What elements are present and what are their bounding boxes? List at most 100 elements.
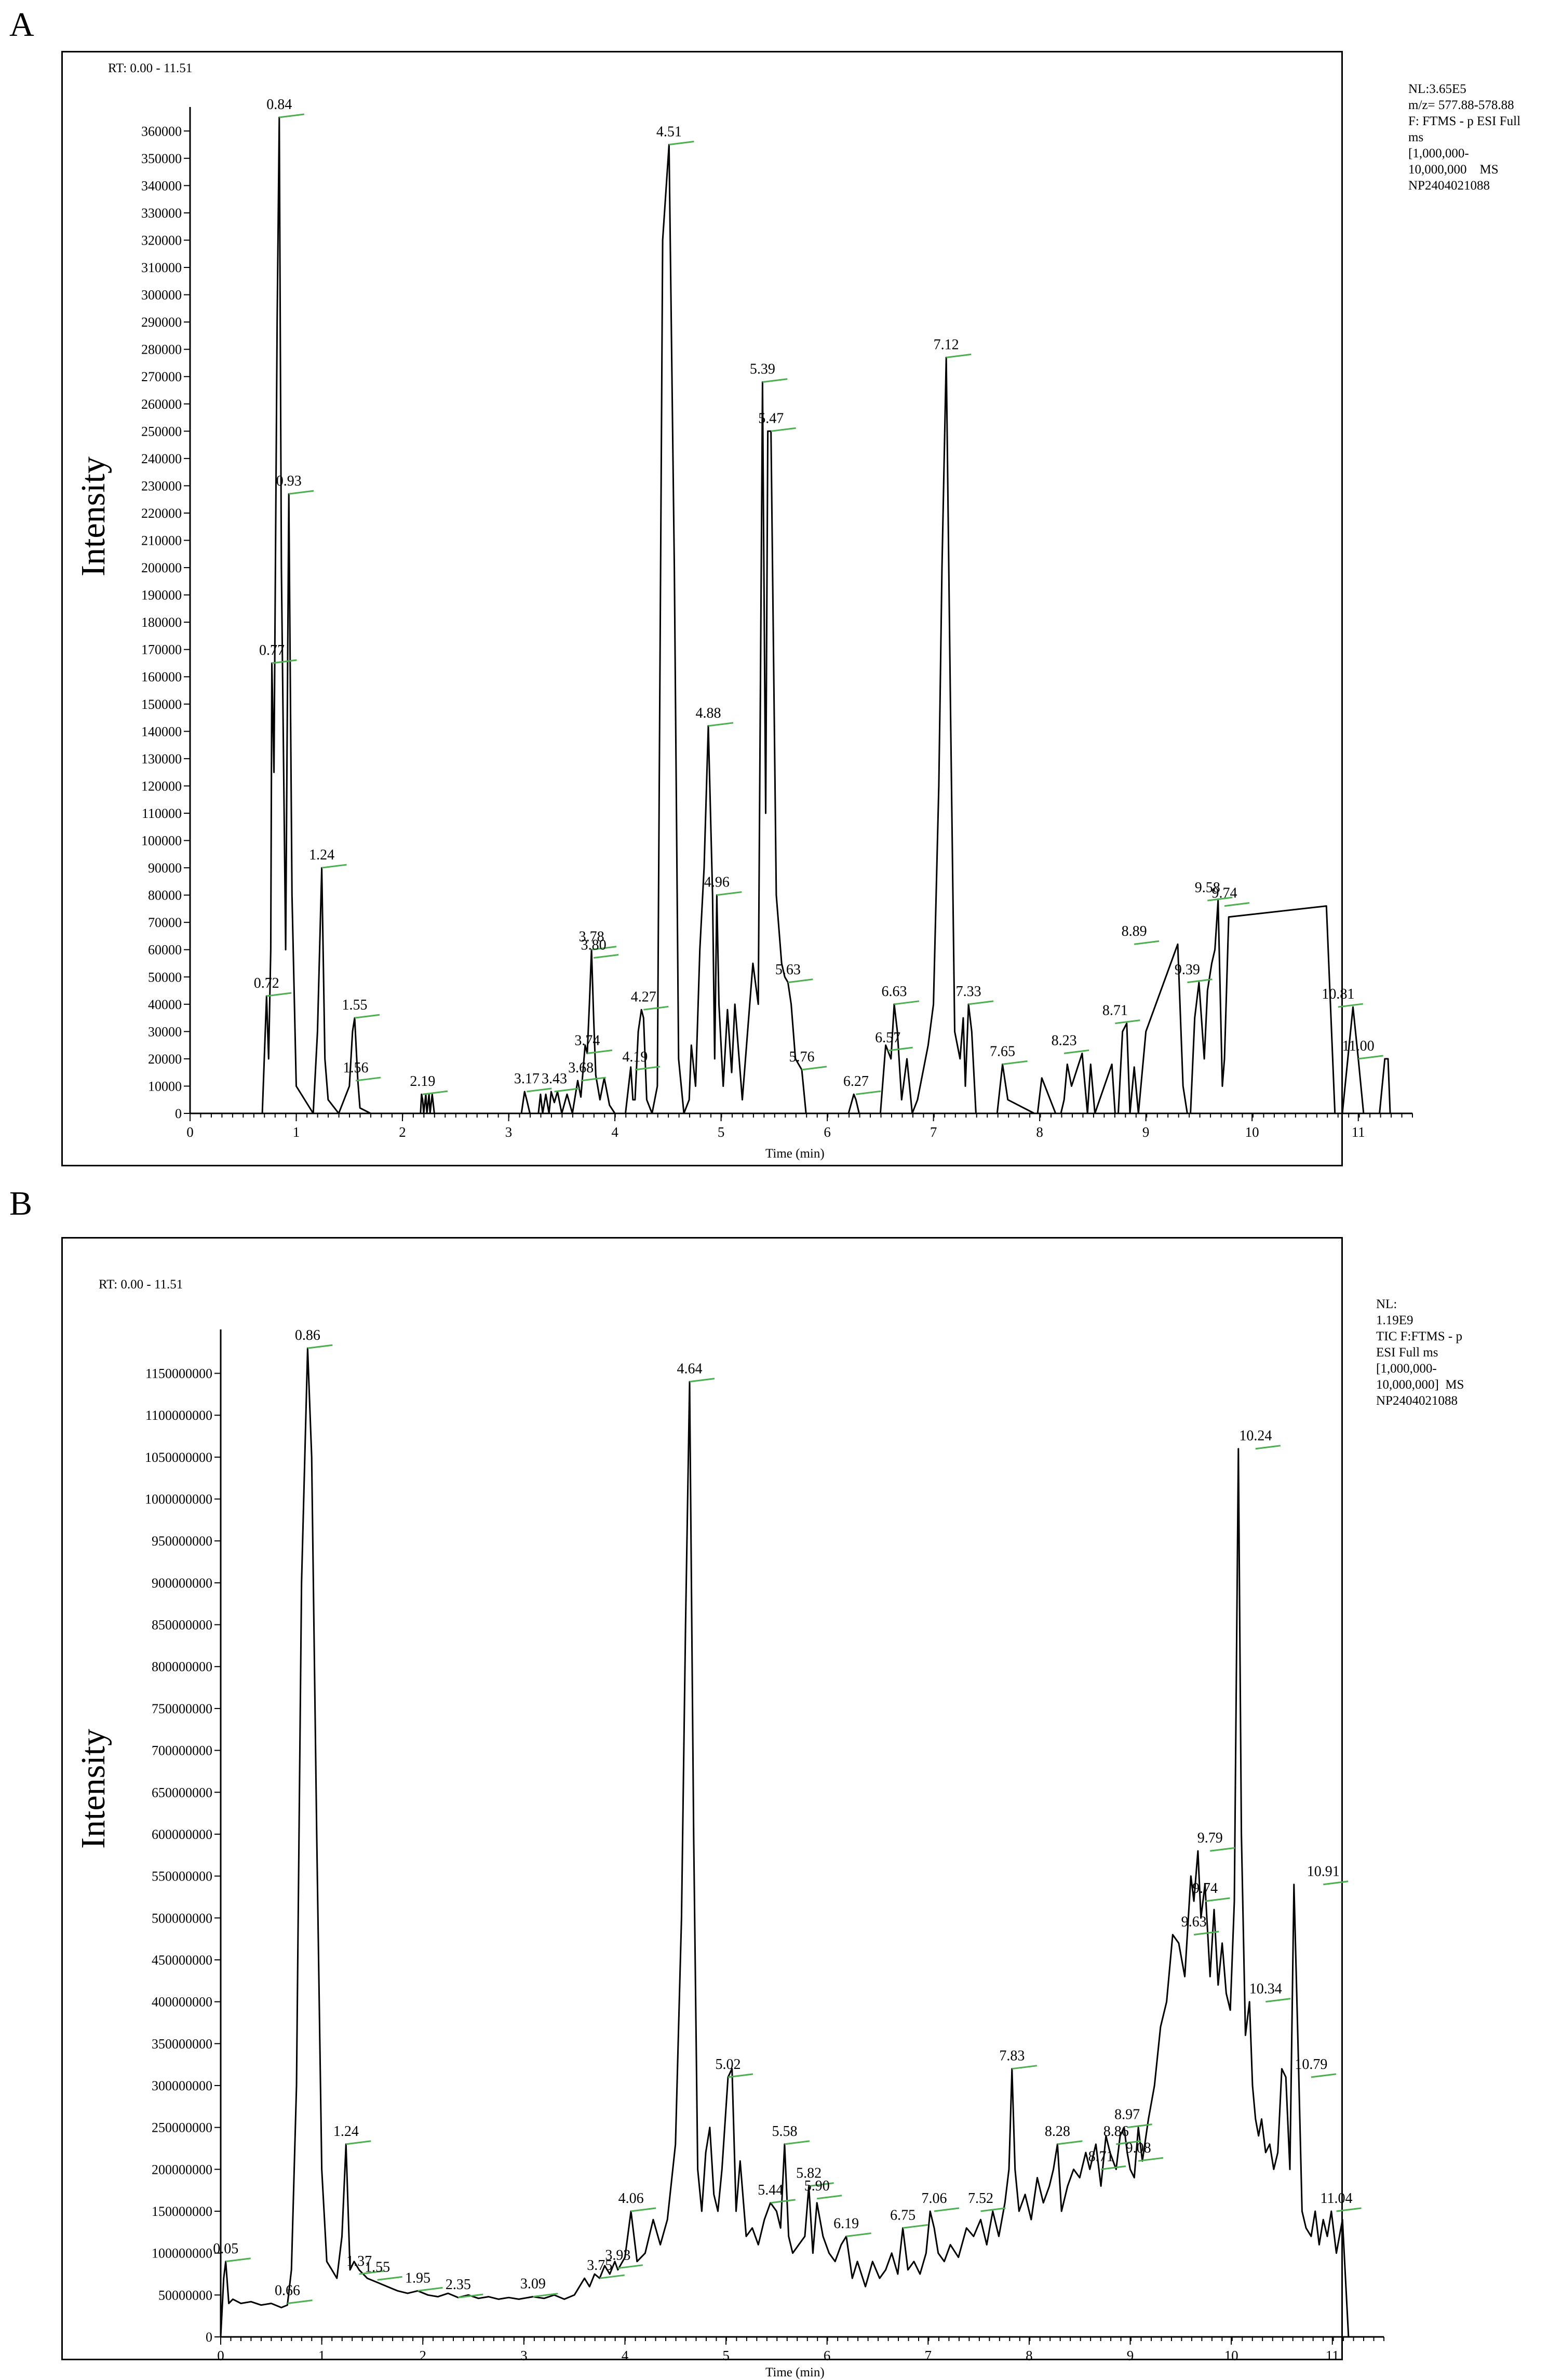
panel-b-x-tick-label: 1 xyxy=(318,2348,326,2363)
panel-b-y-tick-label: 400000000 xyxy=(152,1995,212,2010)
panel-b-peak-marker xyxy=(1336,2207,1362,2212)
panel-a-y-tick-label: 210000 xyxy=(141,533,182,548)
panel-a-letter: A xyxy=(9,6,34,44)
panel-a-x-tick-label: 9 xyxy=(1142,1124,1150,1140)
panel-a-x-tick-label: 3 xyxy=(505,1124,513,1140)
panel-a-peak-label: 1.56 xyxy=(343,1060,369,1076)
panel-a-x-tick-label: 0 xyxy=(186,1124,194,1140)
panel-a-y-tick-label: 30000 xyxy=(148,1024,182,1039)
panel-a-peak-marker xyxy=(321,864,347,869)
panel-b-x-tick-label: 6 xyxy=(824,2348,831,2363)
panel-b-peak-label: 9.79 xyxy=(1197,1830,1223,1846)
panel-a-peak-marker xyxy=(856,1090,881,1095)
panel-b-peak-marker xyxy=(346,2140,371,2145)
panel-a-y-tick-label: 230000 xyxy=(141,478,182,493)
panel-a-peak-label: 5.63 xyxy=(775,962,801,978)
panel-b-peak-label: 5.44 xyxy=(758,2182,783,2198)
panel-a-peak-marker xyxy=(422,1090,448,1095)
panel-a-y-tick-label: 180000 xyxy=(141,615,182,630)
panel-b-peak-label: 1.55 xyxy=(365,2259,390,2275)
panel-a-y-tick-label: 90000 xyxy=(148,860,182,876)
panel-a-y-tick-label: 130000 xyxy=(141,751,182,767)
panel-b-peak-label: 1.37 xyxy=(346,2253,372,2269)
panel-a-y-tick-label: 120000 xyxy=(141,778,182,794)
panel-b-peak-label: 1.95 xyxy=(405,2270,430,2286)
panel-b-peak-marker xyxy=(689,1378,715,1383)
panel-b-y-tick-label: 50000000 xyxy=(158,2288,212,2303)
panel-a-peak-marker xyxy=(554,1087,580,1093)
panel-b-y-tick-label: 350000000 xyxy=(152,2036,212,2051)
panel-b-x-tick-label: 9 xyxy=(1127,2348,1134,2363)
panel-a-peak-marker xyxy=(289,490,314,495)
panel-b-peak-marker xyxy=(359,2270,384,2275)
panel-b-y-tick-label: 450000000 xyxy=(152,1953,212,1968)
panel-b-peak-label: 4.64 xyxy=(677,1361,703,1377)
panel-a-peak-marker xyxy=(1115,1019,1140,1025)
panel-b-peak-label: 10.79 xyxy=(1295,2056,1327,2073)
panel-a-x-tick-label: 1 xyxy=(293,1124,300,1140)
panel-a-peak-label: 1.55 xyxy=(342,997,368,1013)
panel-b-frame xyxy=(61,1237,1343,2360)
panel-b-y-tick-label: 950000000 xyxy=(152,1534,212,1549)
panel-a-peak-marker xyxy=(1002,1060,1028,1065)
panel-a-peak-label: 7.12 xyxy=(934,337,959,353)
panel-a-y-tick-label: 300000 xyxy=(141,288,182,303)
panel-b-peak-marker xyxy=(630,2207,656,2212)
panel-a-peak-label: 3.74 xyxy=(574,1032,600,1048)
panel-b-peak-label: 8.97 xyxy=(1114,2107,1140,2123)
panel-a-peak-label: 7.65 xyxy=(990,1043,1015,1059)
panel-a-frame xyxy=(61,51,1343,1166)
panel-a-y-tick-label: 330000 xyxy=(141,206,182,221)
panel-b-y-tick-label: 550000000 xyxy=(152,1869,212,1884)
panel-b-peak-marker xyxy=(1311,2073,1337,2078)
panel-a-y-tick-label: 170000 xyxy=(141,642,182,657)
panel-b-y-tick-label: 300000000 xyxy=(152,2078,212,2093)
panel-b-x-tick-label: 11 xyxy=(1326,2348,1339,2363)
panel-a-peak-marker xyxy=(1063,1049,1089,1054)
panel-b-peak-label: 8.28 xyxy=(1045,2123,1070,2140)
panel-a-peak-label: 0.93 xyxy=(276,473,302,489)
panel-a-peak-label: 3.80 xyxy=(581,937,607,953)
panel-a-peak-label: 3.78 xyxy=(579,929,604,945)
panel-b-peak-marker xyxy=(533,2293,558,2298)
panel-b-peak-marker xyxy=(1205,1897,1230,1902)
panel-a-y-tick-label: 150000 xyxy=(141,697,182,712)
panel-b-peak-label: 0.66 xyxy=(275,2282,300,2298)
panel-a-y-tick-label: 20000 xyxy=(148,1052,182,1067)
panel-a-y-tick-label: 80000 xyxy=(148,888,182,903)
panel-a-x-tick-label: 4 xyxy=(611,1124,618,1140)
panel-a-y-tick-label: 280000 xyxy=(141,342,182,357)
panel-b-y-tick-label: 850000000 xyxy=(152,1618,212,1633)
panel-b-y-tick-label: 1150000000 xyxy=(145,1366,212,1381)
panel-a-y-tick-label: 240000 xyxy=(141,451,182,466)
panel-a-peak-label: 9.39 xyxy=(1175,962,1200,978)
panel-a-peak-label: 4.27 xyxy=(631,989,656,1005)
panel-a-peak-label: 4.96 xyxy=(704,875,730,891)
panel-b-peak-label: 2.35 xyxy=(446,2277,471,2293)
panel-a-peak-marker xyxy=(591,946,617,951)
panel-b-x-tick-label: 4 xyxy=(622,2348,629,2363)
panel-a-peak-marker xyxy=(279,113,304,118)
panel-a-y-tick-label: 60000 xyxy=(148,943,182,958)
panel-a-peak-marker xyxy=(1134,940,1160,945)
panel-a-peak-label: 11.00 xyxy=(1342,1038,1375,1054)
panel-b-y-tick-label: 250000000 xyxy=(152,2120,212,2135)
panel-a-peak-marker xyxy=(946,353,972,358)
panel-a-y-tick-label: 200000 xyxy=(141,560,182,575)
panel-a-y-tick-label: 160000 xyxy=(141,669,182,684)
panel-a-peak-marker xyxy=(581,1077,606,1082)
panel-a-peak-marker xyxy=(643,1005,669,1011)
panel-a-peak-label: 7.33 xyxy=(956,984,981,1000)
panel-b-peak-label: 9.74 xyxy=(1192,1880,1218,1897)
panel-a-peak-marker xyxy=(587,1049,613,1054)
panel-b-peak-label: 4.06 xyxy=(618,2190,644,2207)
panel-b-y-tick-label: 0 xyxy=(206,2330,212,2345)
panel-a-y-tick-label: 70000 xyxy=(148,915,182,930)
panel-a-peak-marker xyxy=(1187,978,1213,984)
panel-b-peak-label: 10.24 xyxy=(1239,1428,1272,1444)
panel-a-peak-label: 4.88 xyxy=(696,705,721,721)
panel-a-peak-marker xyxy=(1358,1055,1383,1060)
panel-a-peak-marker xyxy=(272,659,297,664)
panel-b-peak-marker xyxy=(617,2264,643,2269)
